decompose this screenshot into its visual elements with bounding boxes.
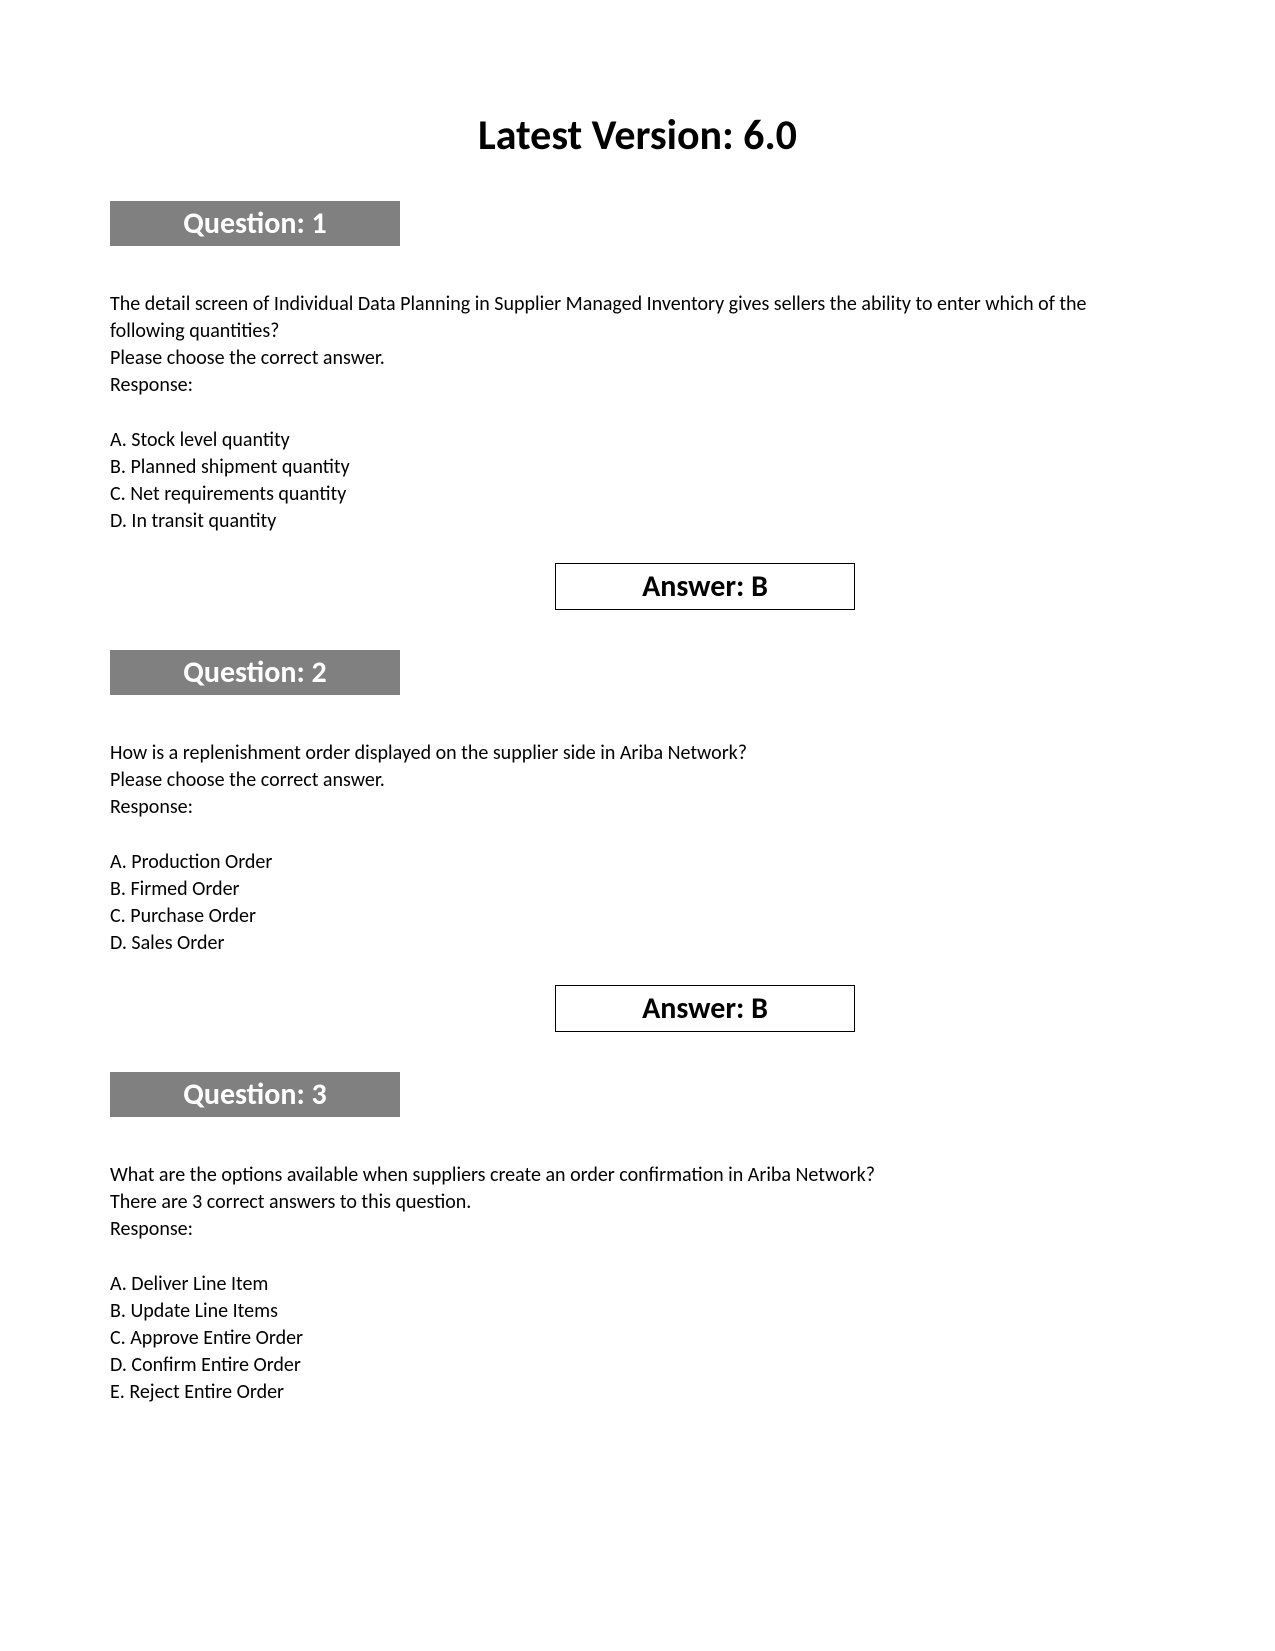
option-line: C. Net requirements quantity [110, 481, 1165, 508]
option-line: E. Reject Entire Order [110, 1379, 1165, 1406]
question-header: Question: 1 [110, 201, 400, 246]
page-title: Latest Version: 6.0 [110, 110, 1165, 161]
option-line: A. Deliver Line Item [110, 1271, 1165, 1298]
questions-container: Question: 1 The detail screen of Individu… [110, 201, 1165, 1406]
option-line: D. Sales Order [110, 930, 1165, 957]
question-prompt: The detail screen of Individual Data Pla… [110, 291, 1165, 399]
prompt-line: What are the options available when supp… [110, 1162, 1165, 1189]
option-line: A. Stock level quantity [110, 427, 1165, 454]
question-header: Question: 2 [110, 650, 400, 695]
option-line: D. Confirm Entire Order [110, 1352, 1165, 1379]
prompt-line: Please choose the correct answer. [110, 767, 1165, 794]
prompt-line: The detail screen of Individual Data Pla… [110, 291, 1165, 345]
prompt-line: How is a replenishment order displayed o… [110, 740, 1165, 767]
prompt-line: Response: [110, 794, 1165, 821]
prompt-line: Response: [110, 1216, 1165, 1243]
option-line: B. Update Line Items [110, 1298, 1165, 1325]
question-header: Question: 3 [110, 1072, 400, 1117]
option-line: D. In transit quantity [110, 508, 1165, 535]
prompt-line: Response: [110, 372, 1165, 399]
question-options: A. Deliver Line ItemB. Update Line Items… [110, 1271, 1165, 1406]
question-options: A. Stock level quantityB. Planned shipme… [110, 427, 1165, 535]
question-prompt: How is a replenishment order displayed o… [110, 740, 1165, 821]
prompt-line: There are 3 correct answers to this ques… [110, 1189, 1165, 1216]
option-line: C. Approve Entire Order [110, 1325, 1165, 1352]
question-prompt: What are the options available when supp… [110, 1162, 1165, 1243]
option-line: A. Production Order [110, 849, 1165, 876]
option-line: B. Firmed Order [110, 876, 1165, 903]
question-options: A. Production OrderB. Firmed OrderC. Pur… [110, 849, 1165, 957]
answer-box: Answer: B [555, 563, 855, 610]
prompt-line: Please choose the correct answer. [110, 345, 1165, 372]
option-line: B. Planned shipment quantity [110, 454, 1165, 481]
option-line: C. Purchase Order [110, 903, 1165, 930]
answer-box: Answer: B [555, 985, 855, 1032]
